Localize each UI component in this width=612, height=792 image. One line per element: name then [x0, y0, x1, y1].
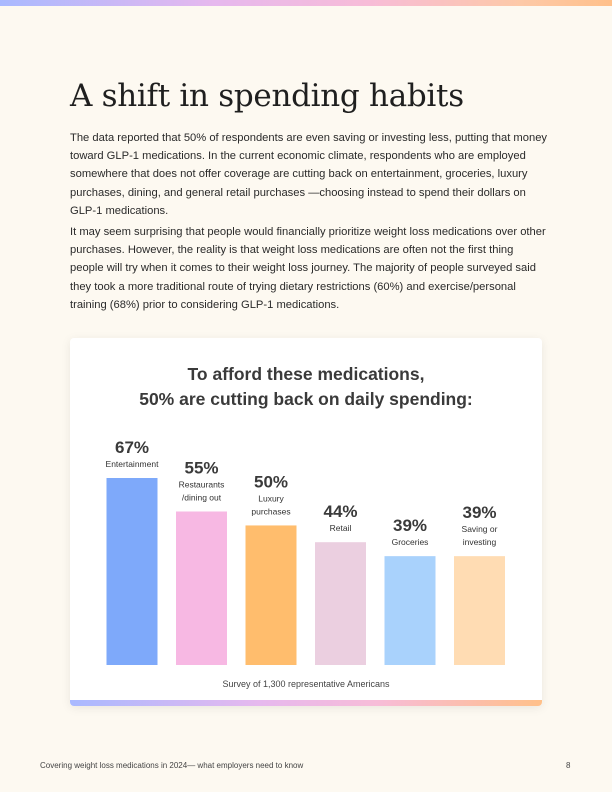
footer-text: Covering weight loss medications in 2024…: [40, 761, 304, 770]
value-label-0: 67%: [115, 438, 149, 457]
bar-1: [176, 511, 227, 665]
card-gradient-bar: [70, 700, 542, 706]
chart-title-line-1: To afford these medications,: [187, 364, 425, 384]
category-label-4-0: Groceries: [392, 537, 429, 547]
category-label-3-0: Retail: [330, 523, 352, 533]
bar-chart: Entertainment 67% Restaurants/dining out 55…: [106, 438, 505, 665]
chart-card: To afford these medications, 50% are cut…: [70, 338, 542, 706]
page-number: 8: [566, 761, 571, 770]
category-label-2-0: Luxury: [258, 493, 284, 503]
page-title: A shift in spending habits: [70, 78, 464, 114]
category-label-1-1: /dining out: [182, 492, 222, 502]
chart-source-note: Survey of 1,300 representative Americans: [222, 679, 390, 689]
bar-4: [384, 556, 436, 665]
bar-3: [315, 542, 366, 665]
value-label-2: 50%: [254, 472, 288, 491]
top-gradient-bar: [0, 0, 612, 6]
chart-title: To afford these medications, 50% are cut…: [70, 362, 542, 412]
chart-title-line-2: 50% are cutting back on daily spending:: [139, 389, 473, 409]
value-label-1: 55%: [184, 458, 218, 477]
category-label-5-0: Saving or: [462, 524, 498, 534]
category-label-5-1: investing: [463, 537, 497, 547]
bar-0: [106, 478, 158, 665]
bar-5: [454, 556, 505, 665]
category-label-1-0: Restaurants: [179, 479, 225, 489]
paragraph-1: The data reported that 50% of respondent…: [70, 132, 548, 217]
value-label-3: 44%: [323, 502, 357, 521]
category-label-2-1: purchases: [251, 506, 290, 516]
value-label-4: 39%: [393, 516, 427, 535]
bar-2: [245, 525, 297, 665]
value-label-5: 39%: [462, 503, 496, 522]
category-label-0-0: Entertainment: [106, 459, 160, 469]
paragraph-2: It may seem surprising that people would…: [70, 226, 546, 311]
